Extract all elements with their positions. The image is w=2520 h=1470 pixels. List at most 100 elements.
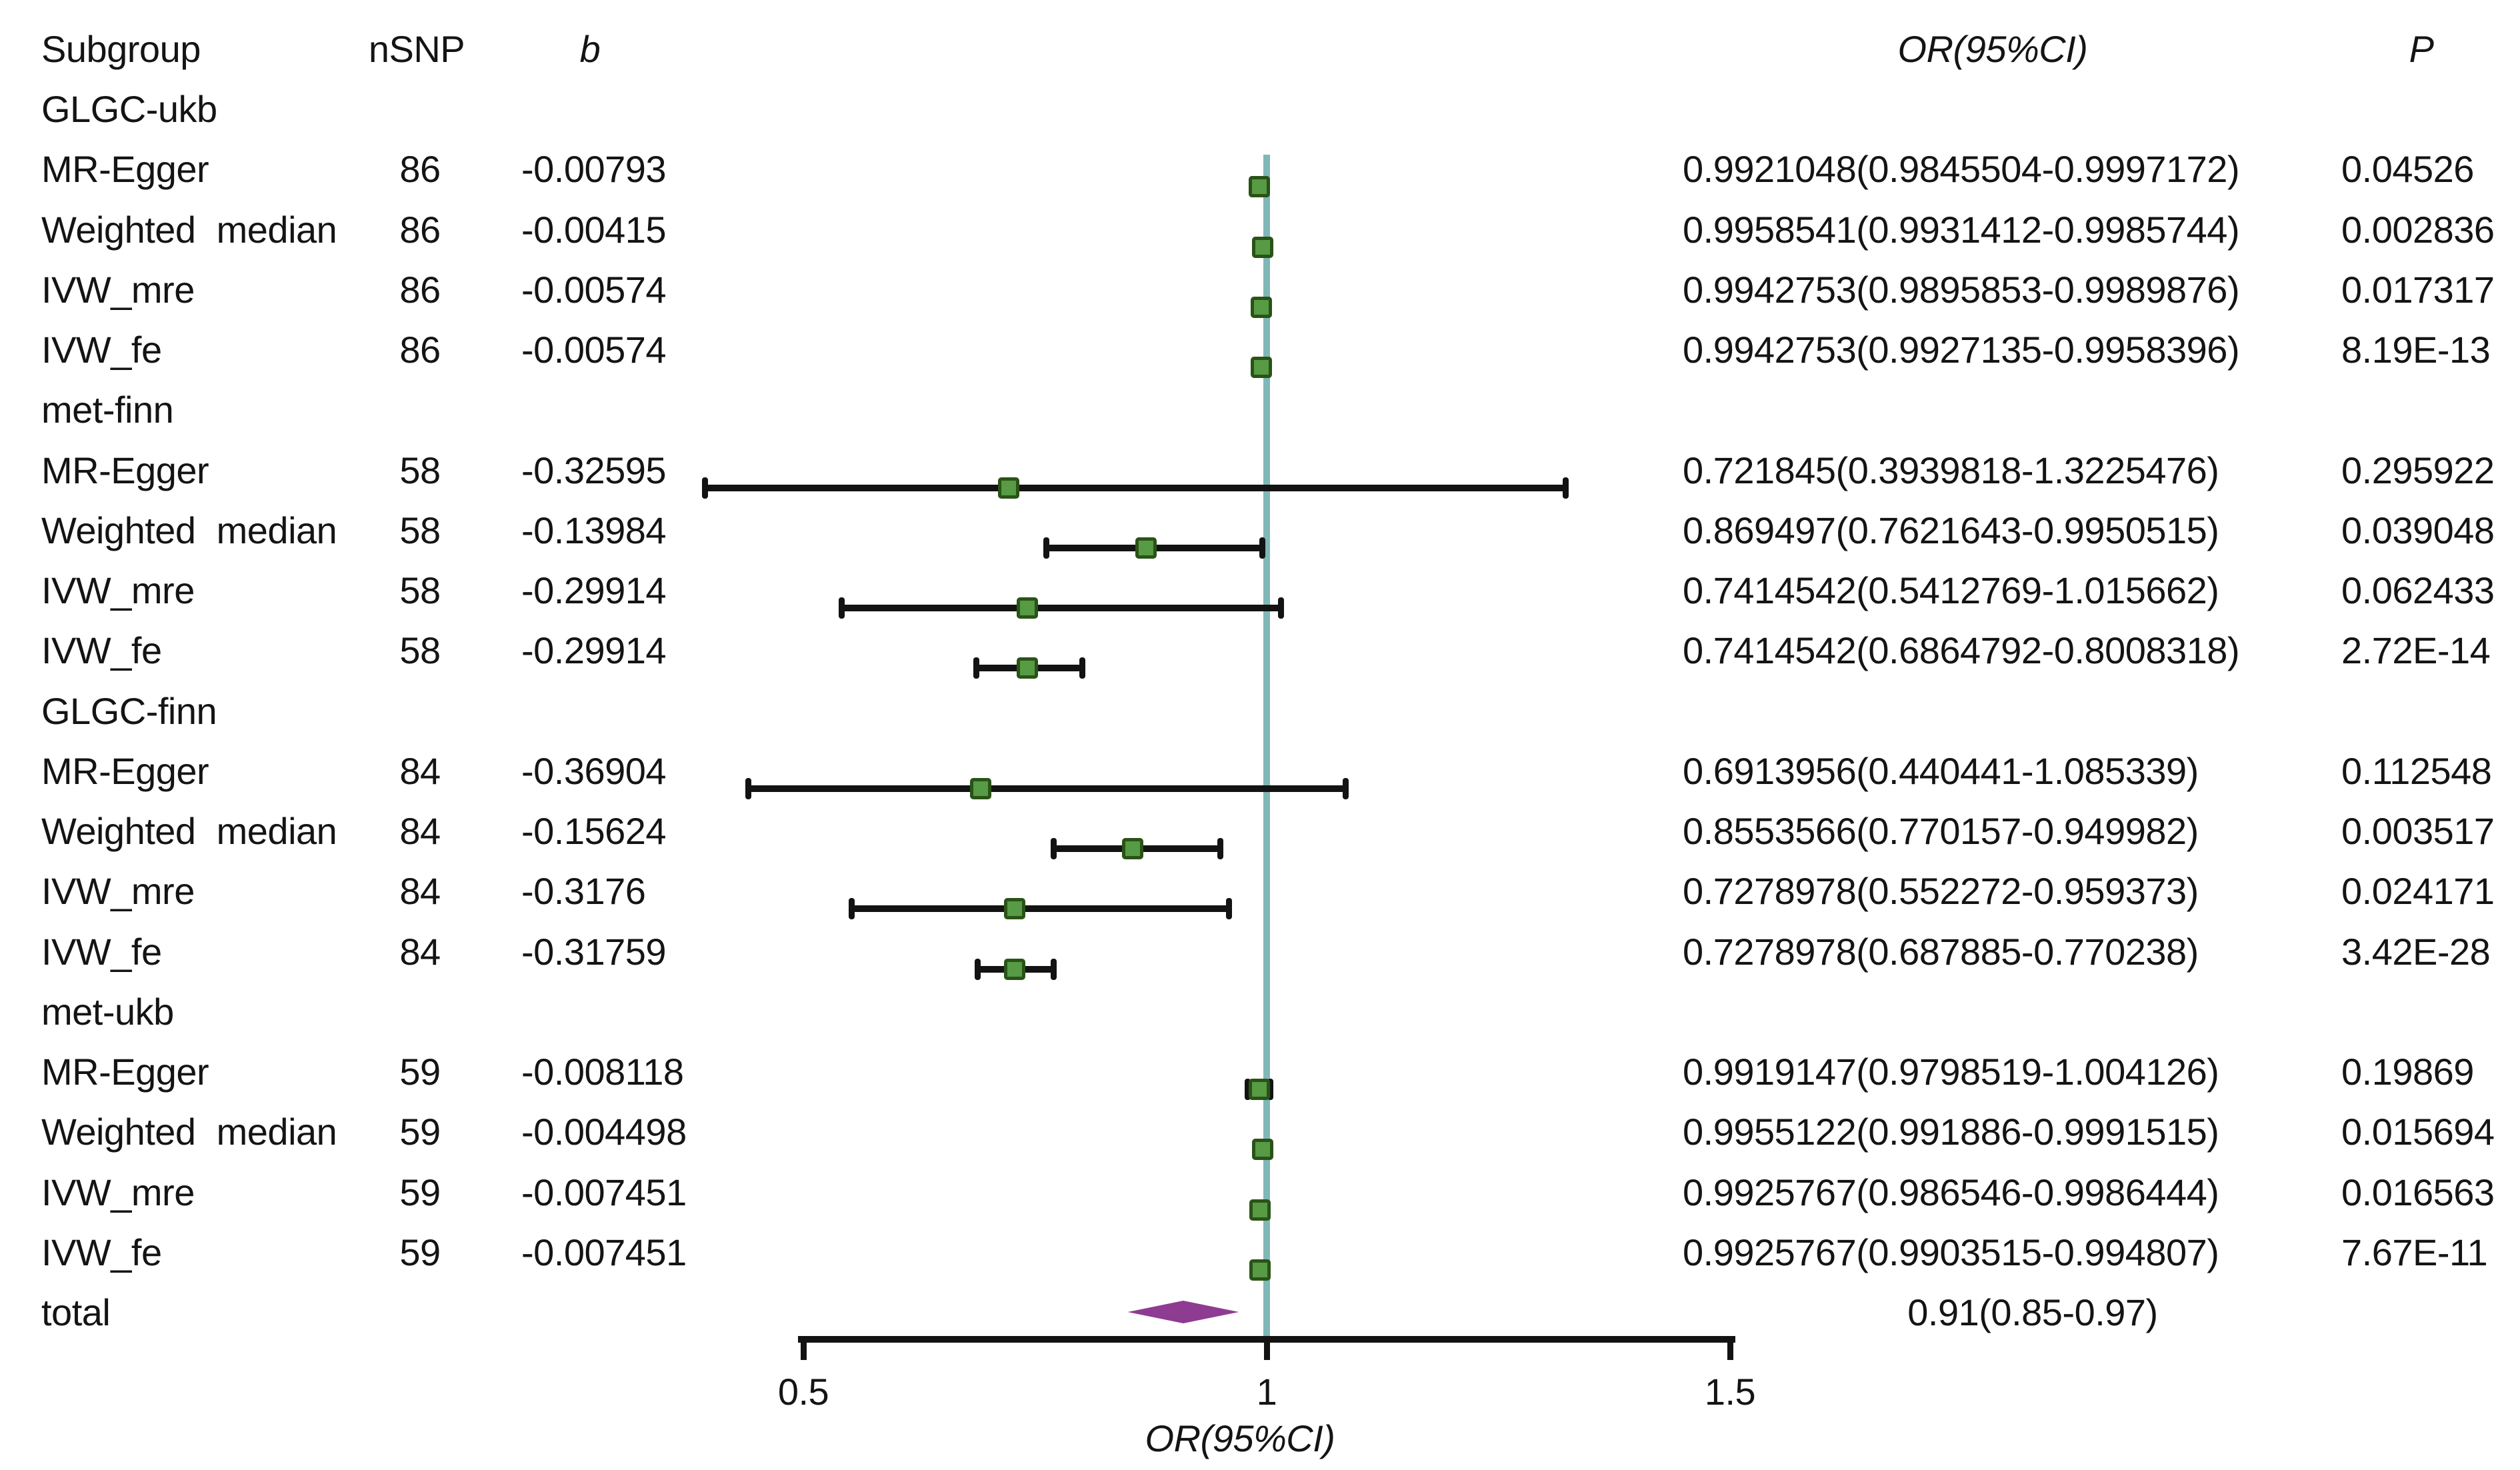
b-value: -0.00793	[521, 148, 667, 191]
header-b: b	[579, 28, 601, 70]
ci-cap-right	[1259, 537, 1265, 559]
x-axis-tick-label: 0.5	[777, 1371, 829, 1413]
nsnp-value: 86	[399, 208, 441, 251]
or-point-marker	[1251, 1139, 1273, 1161]
or-point-marker	[1252, 236, 1274, 258]
b-value: -0.31759	[521, 930, 667, 973]
b-value: -0.32595	[521, 449, 667, 491]
or-ci-value: 0.9958541(0.9931412-0.9985744)	[1683, 208, 2240, 251]
nsnp-value: 59	[399, 1231, 441, 1273]
b-value: -0.3176	[521, 870, 646, 913]
ci-line	[748, 785, 1346, 792]
or-ci-value: 0.9919147(0.9798519-1.004126)	[1683, 1051, 2219, 1093]
nsnp-value: 59	[399, 1171, 441, 1213]
or-point-marker	[1003, 898, 1025, 920]
method-label: MR-Egger	[41, 749, 209, 792]
nsnp-value: 84	[399, 930, 441, 973]
nsnp-value: 86	[399, 329, 441, 371]
nsnp-value: 58	[399, 449, 441, 491]
nsnp-value: 58	[399, 569, 441, 612]
p-value: 0.04526	[2341, 148, 2474, 191]
or-ci-value: 0.9925767(0.986546-0.9986444)	[1683, 1171, 2219, 1213]
or-ci-value: 0.9955122(0.991886-0.9991515)	[1683, 1111, 2219, 1153]
x-axis-tick-label: 1	[1256, 1371, 1277, 1413]
method-label: IVW_mre	[41, 1171, 195, 1213]
method-label: IVW_mre	[41, 569, 195, 612]
ci-cap-left	[702, 477, 709, 499]
subgroup-label: GLGC-ukb	[41, 88, 217, 131]
method-label: IVW_fe	[41, 930, 162, 973]
or-point-marker	[1016, 597, 1038, 619]
or-point-marker	[1249, 176, 1271, 198]
reference-line	[1263, 155, 1270, 1340]
ci-cap-left	[1043, 537, 1049, 559]
or-ci-value: 0.9942753(0.9895853-0.9989876)	[1683, 268, 2240, 311]
nsnp-value: 84	[399, 749, 441, 792]
b-value: -0.00415	[521, 208, 667, 251]
or-point-marker	[1248, 1079, 1270, 1101]
b-value: -0.004498	[521, 1111, 687, 1153]
ci-cap-right	[1226, 898, 1233, 920]
subgroup-label: GLGC-finn	[41, 689, 217, 732]
ci-line	[705, 484, 1566, 491]
method-label: MR-Egger	[41, 449, 209, 491]
p-value: 2.72E-14	[2341, 629, 2491, 672]
p-value: 0.295922	[2341, 449, 2495, 491]
or-ci-value: 0.8553566(0.770157-0.949982)	[1683, 810, 2199, 853]
or-ci-value: 0.869497(0.7621643-0.9950515)	[1683, 509, 2219, 551]
nsnp-value: 59	[399, 1111, 441, 1153]
subgroup-label: met-finn	[41, 389, 174, 431]
nsnp-value: 84	[399, 870, 441, 913]
p-value: 0.002836	[2341, 208, 2495, 251]
b-value: -0.00574	[521, 329, 667, 371]
method-label: Weighted median	[41, 810, 337, 853]
or-ci-value: 0.9925767(0.9903515-0.994807)	[1683, 1231, 2219, 1273]
ci-cap-right	[1217, 838, 1223, 860]
b-value: -0.008118	[521, 1051, 684, 1093]
or-ci-value: 0.7278978(0.552272-0.959373)	[1683, 870, 2199, 913]
x-axis-tick	[1263, 1336, 1270, 1360]
p-value: 0.024171	[2341, 870, 2495, 913]
b-value: -0.15624	[521, 810, 667, 853]
b-value: -0.007451	[521, 1231, 687, 1273]
header-subgroup: Subgroup	[41, 28, 201, 70]
or-point-marker	[1135, 537, 1157, 559]
or-point-marker	[1003, 958, 1025, 980]
or-ci-value: 0.721845(0.3939818-1.3225476)	[1683, 449, 2219, 491]
ci-cap-left	[974, 958, 981, 980]
nsnp-value: 59	[399, 1051, 441, 1093]
ci-cap-right	[1343, 777, 1349, 799]
method-label: MR-Egger	[41, 1051, 209, 1093]
or-point-marker	[970, 777, 992, 799]
method-label: IVW_fe	[41, 329, 162, 371]
p-value: 0.017317	[2341, 268, 2495, 311]
or-point-marker	[1016, 657, 1038, 679]
ci-line	[841, 605, 1281, 612]
or-ci-value: 0.7414542(0.6864792-0.8008318)	[1683, 629, 2240, 672]
p-value: 0.039048	[2341, 509, 2495, 551]
p-value: 0.016563	[2341, 1171, 2495, 1213]
or-point-marker	[1249, 1199, 1271, 1221]
method-label: IVW_mre	[41, 870, 195, 913]
subgroup-label: met-ukb	[41, 990, 174, 1033]
b-value: -0.00574	[521, 268, 667, 311]
b-value: -0.29914	[521, 629, 667, 672]
nsnp-value: 58	[399, 629, 441, 672]
summary-diamond	[1127, 1301, 1239, 1324]
method-label: MR-Egger	[41, 148, 209, 191]
method-label: IVW_mre	[41, 268, 195, 311]
or-ci-value: 0.9942753(0.9927135-0.9958396)	[1683, 329, 2240, 371]
p-value: 0.003517	[2341, 810, 2495, 853]
ci-cap-left	[1051, 838, 1057, 860]
p-value: 0.015694	[2341, 1111, 2495, 1153]
method-label: IVW_fe	[41, 629, 162, 672]
ci-cap-right	[1267, 1079, 1274, 1101]
x-axis-tick	[800, 1336, 807, 1360]
header-nsnp: nSNP	[368, 28, 465, 70]
p-value: 0.19869	[2341, 1051, 2474, 1093]
method-label: Weighted median	[41, 1111, 337, 1153]
method-label: IVW_fe	[41, 1231, 162, 1273]
ci-cap-left	[1245, 1079, 1251, 1101]
or-ci-value: 0.6913956(0.440441-1.085339)	[1683, 749, 2199, 792]
